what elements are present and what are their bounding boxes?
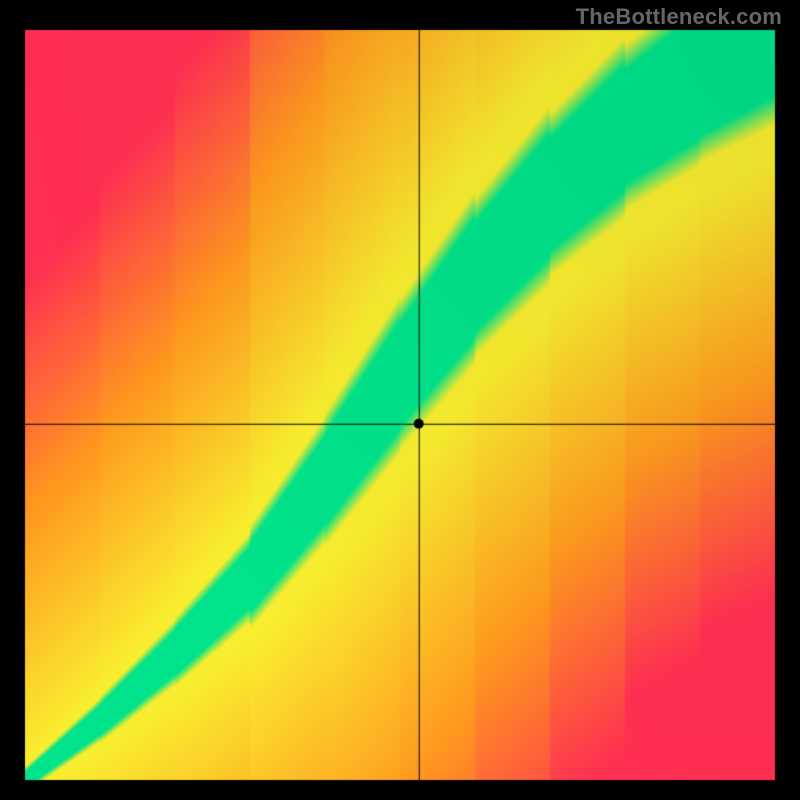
watermark-text: TheBottleneck.com <box>576 4 782 30</box>
bottleneck-heatmap <box>0 0 800 800</box>
